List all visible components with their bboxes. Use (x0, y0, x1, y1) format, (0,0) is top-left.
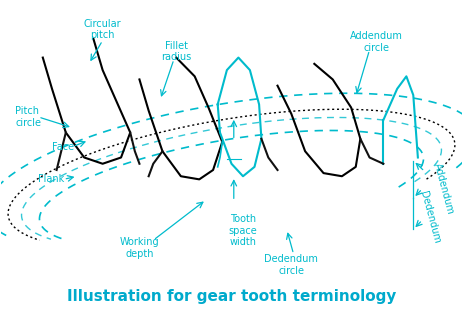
Text: Addendum: Addendum (432, 162, 455, 215)
Text: Circular
pitch: Circular pitch (84, 19, 121, 40)
Text: Dedendum: Dedendum (418, 190, 442, 244)
Text: Working
depth: Working depth (119, 237, 159, 259)
Text: Illustration for gear tooth terminology: Illustration for gear tooth terminology (67, 289, 396, 304)
Text: Tooth
space
width: Tooth space width (229, 214, 257, 248)
Text: Dedendum
circle: Dedendum circle (264, 255, 318, 276)
Text: Pitch
circle: Pitch circle (15, 106, 41, 128)
Text: Flank: Flank (38, 175, 64, 184)
Text: Face: Face (52, 141, 74, 152)
Text: Addendum
circle: Addendum circle (350, 31, 403, 53)
Text: Fillet
radius: Fillet radius (161, 41, 191, 62)
